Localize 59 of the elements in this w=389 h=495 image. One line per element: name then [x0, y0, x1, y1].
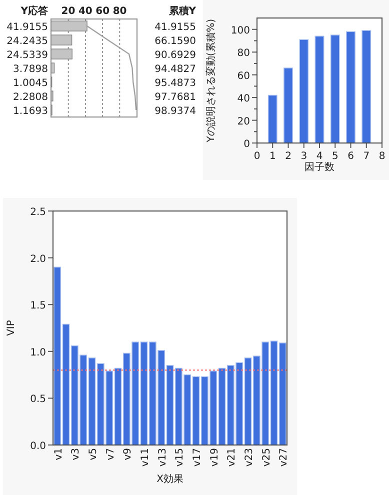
x-tick-label: v9 — [122, 448, 134, 460]
x-tick-label: 60 — [96, 6, 110, 17]
y-tick-label: 60 — [237, 70, 250, 82]
data-label: 97.7681 — [154, 92, 196, 103]
y-tick-label: 80 — [237, 48, 250, 60]
y-tick-label: 0.5 — [30, 394, 46, 406]
data-label: 90.6929 — [154, 50, 196, 61]
x-tick-label: v11 — [140, 448, 151, 467]
data-label: 24.5339 — [6, 50, 48, 61]
y-tick-label: 2.0 — [30, 254, 46, 265]
y-axis-title: Yの説明される変動(累積%) — [205, 18, 217, 144]
x-tick-label: 20 — [61, 6, 76, 17]
y-tick-label: 1.5 — [30, 300, 46, 312]
y-axis-title: VIP — [6, 320, 17, 336]
data-label: 1.0045 — [13, 78, 48, 89]
x-tick-label: 0 — [254, 151, 260, 162]
data-label: 3.7898 — [13, 64, 48, 75]
series-label: Y応答 — [20, 5, 49, 17]
data-label: 24.2435 — [6, 36, 48, 47]
x-tick-label: 4 — [316, 151, 323, 162]
x-tick-label: 6 — [348, 151, 354, 162]
x-tick-label: 1 — [269, 151, 276, 162]
y-tick-label: 40 — [237, 94, 250, 105]
x-tick-label: 8 — [378, 151, 386, 162]
y-tick-label: 1.0 — [30, 347, 46, 358]
y-tick-label: 0 — [244, 139, 250, 150]
x-tick-label: v1 — [53, 448, 64, 460]
data-label: 2.2808 — [13, 92, 48, 103]
x-tick-label: 40 — [78, 6, 92, 17]
x-axis-title: X効果 — [156, 473, 184, 485]
y-tick-label: 0.0 — [30, 441, 46, 452]
x-tick-label: v17 — [192, 448, 203, 467]
y-tick-label: 100 — [230, 25, 250, 36]
x-tick-label: 80 — [112, 6, 127, 17]
x-tick-label: v15 — [174, 448, 186, 467]
data-label: 94.4827 — [154, 64, 196, 75]
x-tick-label: v23 — [244, 448, 255, 467]
data-label: 41.9155 — [6, 22, 48, 33]
data-label: 95.4873 — [154, 78, 196, 89]
x-tick-label: v19 — [209, 448, 220, 467]
x-tick-label: v25 — [261, 448, 272, 467]
data-label: 41.9155 — [154, 22, 196, 33]
x-tick-label: 3 — [300, 151, 308, 162]
x-tick-label: v7 — [105, 448, 116, 460]
data-label: 98.9374 — [154, 106, 196, 117]
x-tick-label: v5 — [88, 448, 99, 460]
x-tick-label: 2 — [285, 151, 292, 162]
y-tick-label: 2.5 — [30, 207, 46, 218]
x-tick-label: v3 — [70, 448, 82, 460]
x-tick-label: 7 — [363, 151, 370, 162]
text: 累積Y — [168, 5, 197, 17]
data-label: 66.1590 — [154, 36, 196, 47]
x-tick-label: v21 — [226, 448, 238, 467]
x-tick-label: v13 — [157, 448, 168, 467]
x-tick-label: 5 — [332, 151, 338, 162]
x-tick-label: v27 — [278, 448, 290, 467]
y-tick-label: 20 — [237, 116, 250, 128]
x-axis-title: 因子数 — [304, 162, 334, 173]
data-label: 1.1693 — [13, 106, 48, 117]
